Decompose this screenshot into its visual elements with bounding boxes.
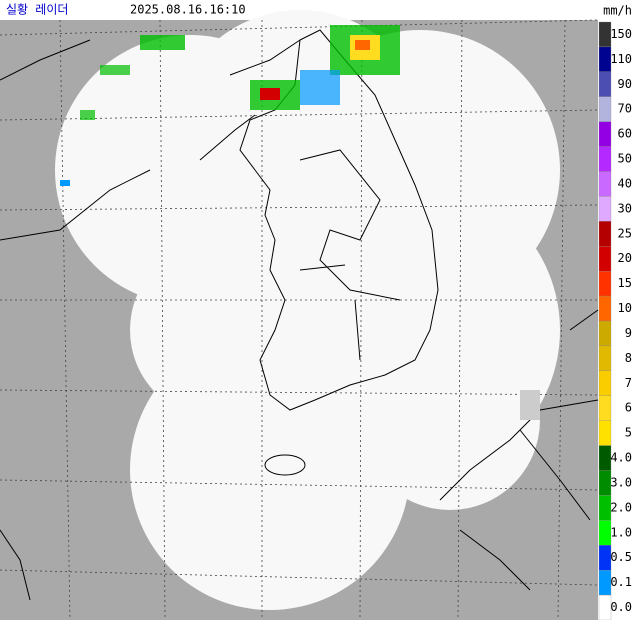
legend-swatch bbox=[598, 121, 612, 147]
legend-swatch bbox=[598, 271, 612, 297]
legend-swatch bbox=[598, 320, 612, 347]
legend-label: 2.0 bbox=[610, 500, 632, 514]
legend-label: 4.0 bbox=[610, 451, 632, 465]
legend-label: 70 bbox=[618, 102, 632, 116]
legend-label: 0.0 bbox=[610, 600, 632, 614]
title: 실황 레이더 bbox=[6, 3, 68, 17]
timestamp: 2025.08.16.16:10 bbox=[130, 3, 246, 17]
legend-label: 1.0 bbox=[610, 525, 632, 539]
legend-label: 20 bbox=[618, 251, 632, 265]
legend-swatch bbox=[598, 470, 612, 496]
coastline bbox=[0, 29, 599, 601]
coverage bbox=[55, 10, 560, 610]
legend-label: 3.0 bbox=[610, 475, 632, 489]
legend-swatch bbox=[598, 520, 612, 546]
legend-swatch bbox=[598, 495, 612, 521]
legend-label: 8 bbox=[625, 351, 632, 365]
legend-label: 50 bbox=[618, 152, 632, 166]
legend-label: 90 bbox=[618, 77, 632, 91]
legend-swatch bbox=[598, 196, 612, 222]
legend-swatch bbox=[598, 594, 612, 620]
legend-label: 10 bbox=[618, 301, 632, 315]
legend-swatch bbox=[598, 545, 612, 571]
legend-label: 15 bbox=[618, 276, 632, 290]
legend-swatch bbox=[598, 445, 612, 471]
legend-swatch bbox=[598, 46, 612, 72]
legend-label: 150 bbox=[610, 27, 632, 41]
legend-swatch bbox=[598, 345, 612, 371]
legend-swatch bbox=[598, 146, 612, 172]
legend-label: 0.1 bbox=[610, 575, 632, 589]
legend-swatch bbox=[598, 171, 612, 197]
radar-echo bbox=[60, 25, 540, 420]
legend-swatch bbox=[598, 221, 612, 247]
legend-swatch bbox=[598, 21, 612, 48]
grid bbox=[0, 19, 599, 620]
legend-swatch bbox=[598, 96, 612, 122]
legend-swatch bbox=[598, 370, 612, 396]
legend-label: 30 bbox=[618, 201, 632, 215]
legend-swatch bbox=[598, 246, 612, 272]
legend-swatch bbox=[598, 570, 612, 596]
legend-swatch bbox=[598, 395, 612, 421]
legend-label: 0.5 bbox=[610, 550, 632, 564]
legend-label: 5 bbox=[625, 426, 632, 440]
unit: mm/h bbox=[603, 4, 632, 18]
legend-label: 7 bbox=[625, 376, 632, 390]
legend-label: 40 bbox=[618, 176, 632, 190]
legend-swatch bbox=[598, 295, 612, 322]
legend-swatch bbox=[598, 71, 612, 97]
legend-swatch bbox=[598, 420, 612, 446]
legend-label: 60 bbox=[618, 127, 632, 141]
legend-label: 25 bbox=[618, 226, 632, 240]
legend: 150 110 90 70 60 50 40 30 25 20 15 10 9 8 7 6 5 4.0 3.0 2.0… bbox=[598, 21, 632, 620]
legend-label: 110 bbox=[610, 52, 632, 66]
map bbox=[0, 10, 599, 620]
legend-label: 9 bbox=[625, 326, 632, 340]
legend-label: 6 bbox=[625, 401, 632, 415]
